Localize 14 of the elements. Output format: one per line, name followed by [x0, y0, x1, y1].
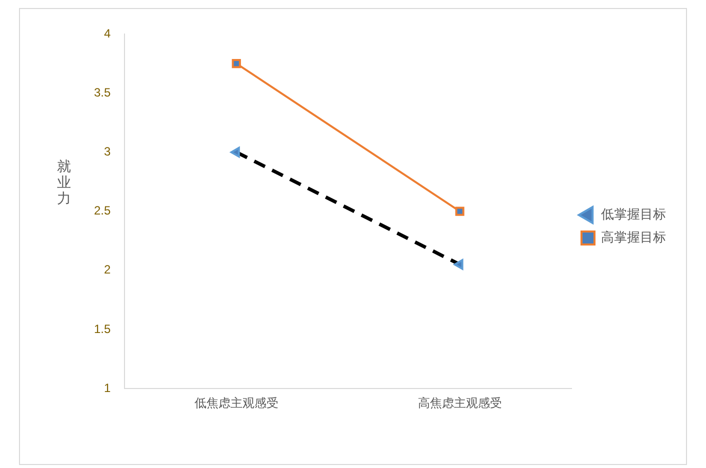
- y-tick-label: 1.5: [94, 322, 111, 336]
- y-tick-label: 4: [104, 26, 111, 40]
- y-tick-label: 3: [104, 144, 111, 159]
- x-tick-label: 低焦虑主观感受: [194, 396, 278, 410]
- point: [232, 59, 241, 68]
- y-tick-label: 2.5: [94, 204, 111, 218]
- y-axis-title: 就业力: [57, 158, 71, 207]
- y-tick-label: 3.5: [94, 85, 111, 100]
- legend-label: 低掌握目标: [601, 207, 666, 222]
- point: [455, 206, 464, 216]
- x-tick-label: 高焦虑主观感受: [418, 396, 502, 410]
- legend-label: 高掌握目标: [601, 229, 666, 246]
- y-tick-label: 1: [104, 380, 111, 395]
- y-tick-label: 2: [104, 262, 111, 277]
